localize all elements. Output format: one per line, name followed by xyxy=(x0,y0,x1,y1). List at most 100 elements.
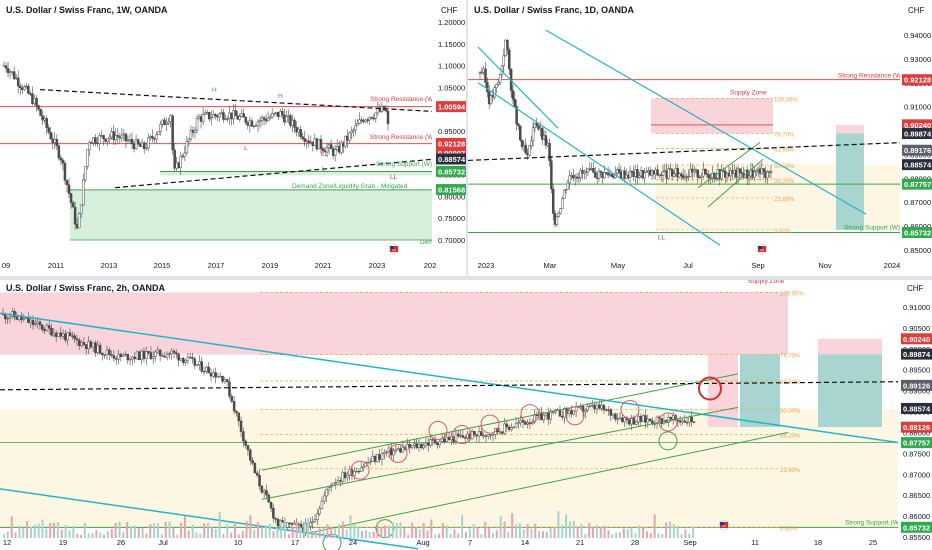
weekly-candle-body xyxy=(173,149,176,169)
weekly-candle-body xyxy=(305,140,308,142)
key-retest-circle xyxy=(698,376,722,401)
volume-bar xyxy=(364,530,367,538)
daily-x-tick: Sep xyxy=(751,261,764,270)
highlight-circle xyxy=(350,460,370,480)
weekly-candle-body xyxy=(234,110,237,117)
two-hour-candle-body xyxy=(6,317,9,320)
two-hour-candle-body xyxy=(147,351,150,353)
two-hour-candle-body xyxy=(410,445,414,448)
two-hour-candle-body xyxy=(316,513,319,520)
fib-lower-fill xyxy=(0,409,898,528)
two-hour-y-tick: 0.87500 xyxy=(903,449,930,458)
two-hour-candle-body xyxy=(540,412,543,421)
two-hour-chart-panel[interactable]: 100.00% 78.70% 61.80% 50.00% 38.20% 23.60% 0.0… xyxy=(0,280,932,550)
two-hour-candle-body xyxy=(445,436,448,442)
two-hour-candle-body xyxy=(59,332,63,337)
volume-bar xyxy=(260,527,263,538)
daily-chart-panel[interactable]: 100.00%78.70%61.80%50.00%38.20%23.60%0.0… xyxy=(468,0,932,276)
weekly-candle-body xyxy=(35,98,38,106)
volume-bar xyxy=(133,525,136,538)
two-hour-y-tick: 0.89500 xyxy=(903,366,930,375)
weekly-candle-body xyxy=(79,204,83,214)
daily-price-tag xyxy=(902,178,932,190)
weekly-x-tick: 2017 xyxy=(208,261,225,270)
weekly-chart-panel[interactable]: Strong Resistance (W) Strong Resistance (… xyxy=(0,0,466,276)
two-hour-candle-body xyxy=(651,420,654,424)
weekly-candle-body xyxy=(301,136,304,139)
daily-candle-body xyxy=(700,175,703,178)
two-hour-candle-body xyxy=(149,352,153,360)
weekly-price-label: 0.92128 xyxy=(438,140,465,149)
volume-bar xyxy=(441,523,444,538)
fib-level-label: 0.00% xyxy=(774,229,792,235)
two-hour-candle-body xyxy=(161,355,164,357)
highlight-circle xyxy=(658,431,678,451)
volume-bar xyxy=(345,529,348,538)
weekly-candle-body xyxy=(291,119,294,126)
panel-divider-horizontal[interactable] xyxy=(0,276,932,280)
volume-bar xyxy=(361,531,364,538)
panel-divider-vertical[interactable] xyxy=(466,0,468,276)
weekly-candle-body xyxy=(362,120,365,122)
weekly-candle-body xyxy=(214,114,217,116)
weekly-candle-body xyxy=(260,117,264,121)
weekly-candle-body xyxy=(130,139,134,144)
daily-candle-body xyxy=(722,170,725,172)
two-hour-candle-body xyxy=(544,412,548,416)
volume-bar xyxy=(6,531,9,538)
weekly-price-axis[interactable] xyxy=(432,0,466,276)
volume-bar xyxy=(403,528,406,538)
weekly-candle-body xyxy=(187,138,191,142)
two-hour-chart[interactable]: 100.00% 78.70% 61.80% 50.00% 38.20% 23.60% 0.0… xyxy=(0,280,932,550)
weekly-chart[interactable]: Strong Resistance (W) Strong Resistance (… xyxy=(0,0,466,276)
daily-candle-body xyxy=(568,175,571,184)
two-hour-y-tick: 0.85500 xyxy=(903,533,930,542)
weekly-x-tick: 2019 xyxy=(262,261,279,270)
two-hour-price-axis[interactable] xyxy=(898,280,932,550)
two-hour-candle-body xyxy=(202,371,206,373)
volume-bar xyxy=(507,531,510,538)
daily-candle-body xyxy=(705,173,709,175)
volume-bar xyxy=(626,528,629,538)
weekly-candle-body xyxy=(16,77,20,87)
fib-level-label: 78.70% xyxy=(780,354,801,360)
two-hour-candle-body xyxy=(258,475,261,487)
volume-bar xyxy=(264,525,267,538)
daily-chart[interactable]: 100.00%78.70%61.80%50.00%38.20%23.60%0.0… xyxy=(468,0,932,276)
daily-candle-body xyxy=(506,39,509,51)
highlight-circle xyxy=(480,414,500,434)
two-hour-candle-body xyxy=(630,417,633,425)
volume-bar xyxy=(538,531,541,538)
daily-x-tick: 2024 xyxy=(884,261,901,270)
two-hour-candle-body xyxy=(579,406,583,408)
supply-zone xyxy=(651,98,773,134)
two-hour-candle-body xyxy=(61,333,65,337)
volume-bar xyxy=(572,520,575,538)
two-hour-candle-body xyxy=(362,465,365,469)
two-hour-candle-body xyxy=(50,328,53,336)
two-hour-candle-body xyxy=(140,350,143,361)
daily-y-tick: 0.87000 xyxy=(904,198,931,207)
weekly-candle-body xyxy=(358,119,361,124)
two-hour-candle-body xyxy=(112,355,116,359)
two-hour-candle-body xyxy=(604,409,608,411)
daily-candle-body xyxy=(508,49,511,70)
weekly-candle-body xyxy=(285,116,288,123)
two-hour-candle-body xyxy=(466,433,469,439)
daily-candle-body xyxy=(497,82,500,85)
two-hour-candle-body xyxy=(343,472,347,479)
daily-candle-body xyxy=(680,173,683,176)
two-hour-candle-body xyxy=(251,459,254,464)
daily-y-tick: 0.85000 xyxy=(904,246,931,255)
volume-bar xyxy=(665,522,668,538)
weekly-candle-body xyxy=(258,120,262,123)
two-hour-price-tag xyxy=(901,348,932,360)
two-hour-x-tick: 28 xyxy=(631,538,639,547)
weekly-candle-body xyxy=(126,140,130,142)
daily-candle-body xyxy=(610,173,614,177)
weekly-candle-body xyxy=(175,162,178,169)
two-hour-candle-body xyxy=(313,519,317,522)
daily-candle-body xyxy=(495,84,498,89)
two-hour-price-tag xyxy=(901,379,932,391)
two-hour-price-tag xyxy=(901,521,932,533)
